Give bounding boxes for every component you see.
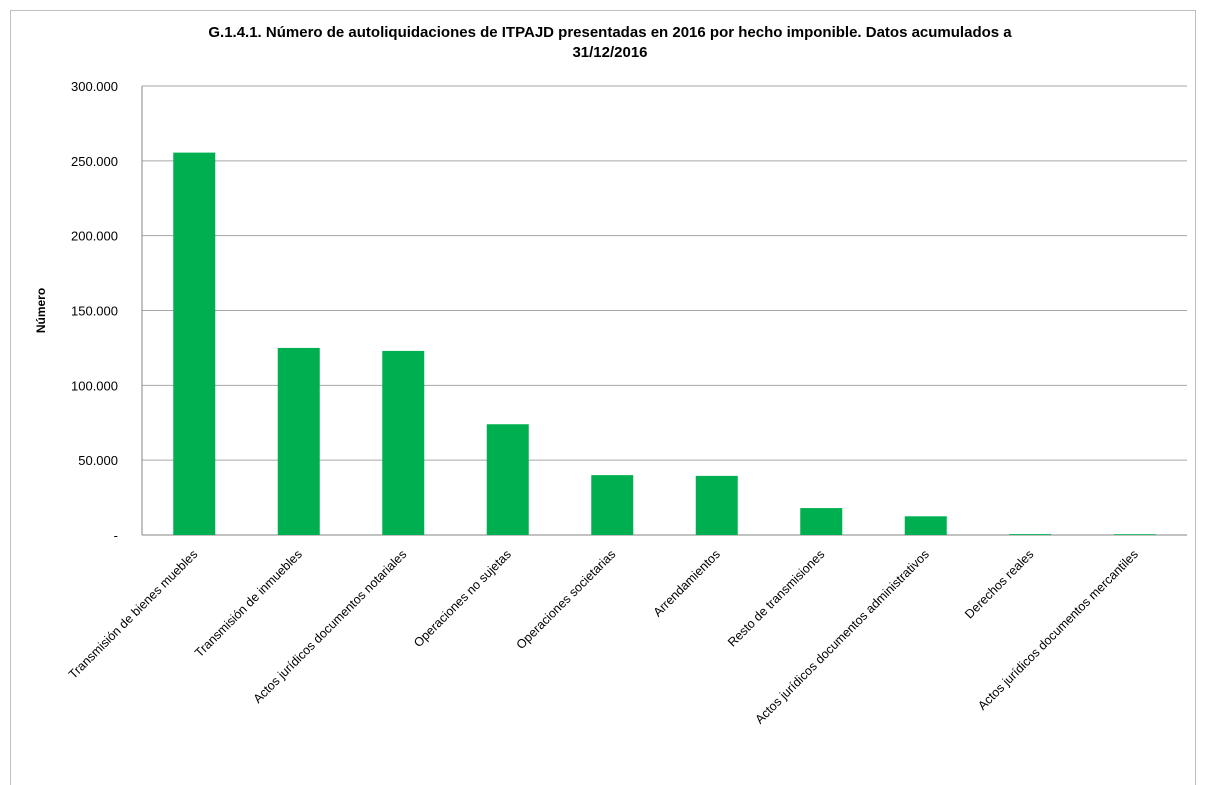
y-tick-label: 50.000 (78, 453, 118, 468)
bar (904, 516, 947, 535)
chart-title-line: G.1.4.1. Número de autoliquidaciones de … (208, 24, 1012, 41)
x-tick-label: Resto de transmisiones (725, 547, 827, 649)
y-axis-label: Número (34, 288, 48, 333)
y-tick-label: 300.000 (71, 79, 118, 94)
bar (1113, 534, 1156, 535)
x-tick-label: Derechos reales (962, 547, 1036, 621)
x-tick-label: Actos jurídicos documentos administrativ… (752, 547, 931, 726)
bar (695, 475, 738, 535)
chart-frame (10, 10, 1196, 785)
x-tick-label: Operaciones no sujetas (411, 547, 514, 650)
bar (800, 508, 843, 535)
y-tick-label: 250.000 (71, 154, 118, 169)
x-tick-label: Transmisión de inmuebles (192, 547, 305, 660)
bar (591, 475, 634, 535)
x-tick-label: Operaciones societarias (514, 547, 619, 652)
bar (173, 152, 216, 535)
x-tick-label: Transmisión de bienes muebles (66, 547, 200, 681)
bar (1009, 534, 1052, 535)
bar (277, 347, 320, 535)
y-tick-label: - (114, 528, 118, 543)
bar (486, 424, 529, 535)
chart-title-line: 31/12/2016 (572, 44, 647, 61)
bar (382, 350, 425, 535)
y-tick-label: 100.000 (71, 378, 118, 393)
y-tick-label: 150.000 (71, 304, 118, 319)
y-tick-label: 200.000 (71, 229, 118, 244)
x-tick-label: Actos jurídicos documentos mercantiles (975, 547, 1141, 713)
x-tick-label: Arrendamientos (651, 547, 723, 619)
